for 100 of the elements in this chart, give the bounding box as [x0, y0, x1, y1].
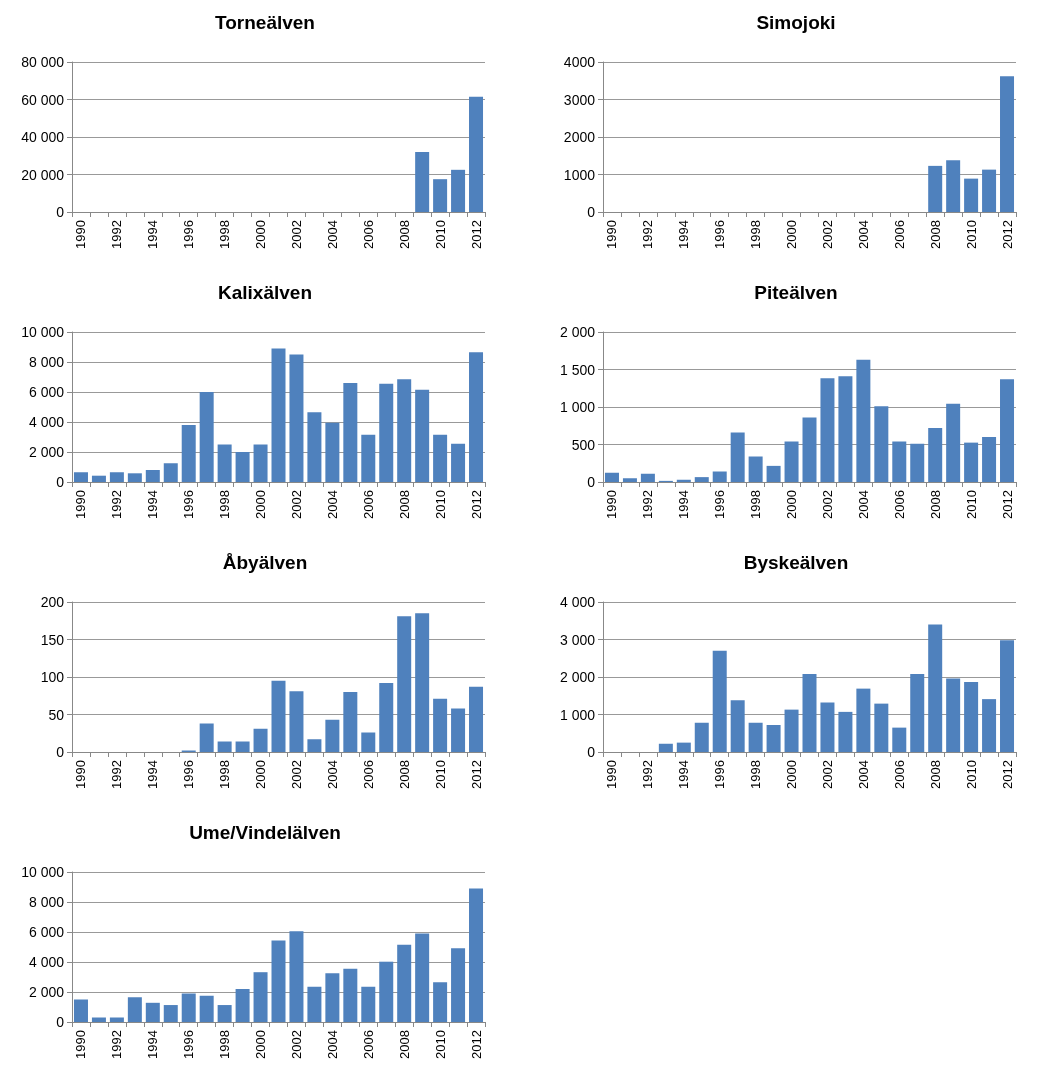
bar — [694, 477, 709, 482]
y-tick-label: 80 000 — [21, 54, 65, 70]
bar — [415, 152, 430, 212]
x-tick-label: 2000 — [784, 220, 800, 249]
x-tick-label: 2008 — [927, 490, 943, 519]
x-tick-label: 2008 — [927, 760, 943, 789]
x-tick-label: 2008 — [396, 1030, 412, 1059]
y-tick-label: 50 — [48, 706, 65, 723]
x-tick-label: 1990 — [73, 1030, 89, 1059]
bar — [928, 624, 943, 752]
bar — [379, 683, 394, 752]
x-tick-label: 2006 — [891, 760, 907, 789]
bar — [469, 96, 484, 212]
chart-title: Åbyälven — [222, 552, 308, 573]
x-tick-label: 2010 — [963, 760, 979, 789]
x-tick-label: 1990 — [73, 760, 89, 789]
bar — [982, 169, 997, 212]
x-tick-label: 2004 — [324, 490, 340, 519]
bar — [1000, 76, 1015, 212]
bar — [181, 425, 196, 482]
bar — [676, 742, 691, 752]
bar — [271, 348, 286, 482]
bar — [271, 680, 286, 752]
x-tick-label: 1998 — [217, 490, 233, 519]
bar — [658, 743, 673, 752]
chart-title: Kalixälven — [218, 282, 312, 303]
y-tick-label: 150 — [40, 631, 65, 648]
bar — [343, 692, 358, 752]
bar — [712, 650, 727, 752]
x-tick-label: 2006 — [360, 220, 376, 249]
bar — [946, 403, 961, 482]
x-tick-label: 2010 — [432, 220, 448, 249]
bar — [379, 383, 394, 482]
bar — [856, 359, 871, 482]
bar — [892, 441, 907, 482]
x-tick-label: 1992 — [109, 1030, 125, 1059]
y-tick-label: 10 000 — [21, 324, 65, 340]
bar — [820, 378, 835, 482]
bar — [379, 961, 394, 1022]
x-tick-label: 2010 — [432, 1030, 448, 1059]
x-tick-label: 2006 — [360, 760, 376, 789]
bar — [433, 434, 448, 482]
bar — [253, 444, 268, 482]
y-tick-label: 0 — [587, 474, 596, 490]
bar — [199, 995, 214, 1022]
y-tick-label: 0 — [56, 204, 65, 220]
bar — [451, 708, 466, 752]
bar — [451, 948, 466, 1022]
bar — [838, 376, 853, 482]
y-tick-label: 0 — [587, 204, 596, 220]
bar — [361, 986, 376, 1022]
bar — [730, 432, 745, 482]
x-tick-label: 2006 — [360, 490, 376, 519]
y-tick-label: 0 — [587, 744, 596, 760]
chart-title: Simojoki — [756, 12, 836, 33]
x-tick-label: 2002 — [819, 490, 835, 519]
bar — [640, 473, 655, 482]
x-tick-label: 2002 — [288, 760, 304, 789]
bar — [964, 178, 979, 212]
bar — [253, 728, 268, 752]
x-tick-label: 1994 — [676, 490, 692, 519]
x-tick-label: 1998 — [217, 760, 233, 789]
x-tick-label: 1998 — [748, 760, 764, 789]
chart-title: Ume/Vindelälven — [189, 822, 341, 843]
x-tick-label: 2008 — [927, 220, 943, 249]
y-tick-label: 1000 — [563, 166, 596, 183]
x-tick-label: 2006 — [360, 1030, 376, 1059]
bar — [397, 379, 412, 482]
y-tick-label: 6 000 — [28, 924, 65, 940]
bar — [397, 944, 412, 1022]
x-tick-label: 2010 — [963, 490, 979, 519]
x-tick-label: 1996 — [712, 220, 728, 249]
x-tick-label: 1990 — [604, 220, 620, 249]
x-tick-label: 1994 — [145, 760, 161, 789]
bar — [946, 678, 961, 752]
bar — [433, 179, 448, 212]
bar — [307, 986, 322, 1022]
bar — [217, 741, 232, 752]
x-tick-label: 2012 — [999, 760, 1015, 789]
bar — [451, 169, 466, 212]
x-tick-label: 2008 — [396, 490, 412, 519]
x-tick-label: 2004 — [855, 760, 871, 789]
y-tick-label: 4 000 — [28, 954, 65, 970]
bar — [397, 616, 412, 752]
y-tick-label: 0 — [56, 1014, 65, 1030]
bar — [235, 452, 250, 482]
bar — [433, 982, 448, 1022]
x-tick-label: 1996 — [181, 490, 197, 519]
y-tick-label: 0 — [56, 744, 65, 760]
bar — [982, 699, 997, 752]
bar — [748, 456, 763, 482]
y-tick-label: 100 — [40, 669, 65, 685]
bar — [127, 997, 142, 1022]
x-tick-label: 1994 — [145, 220, 161, 249]
bar — [127, 473, 142, 482]
bar — [325, 719, 340, 752]
bar — [307, 412, 322, 482]
x-tick-label: 1992 — [109, 760, 125, 789]
bar — [928, 428, 943, 482]
x-tick-label: 2000 — [253, 220, 269, 249]
